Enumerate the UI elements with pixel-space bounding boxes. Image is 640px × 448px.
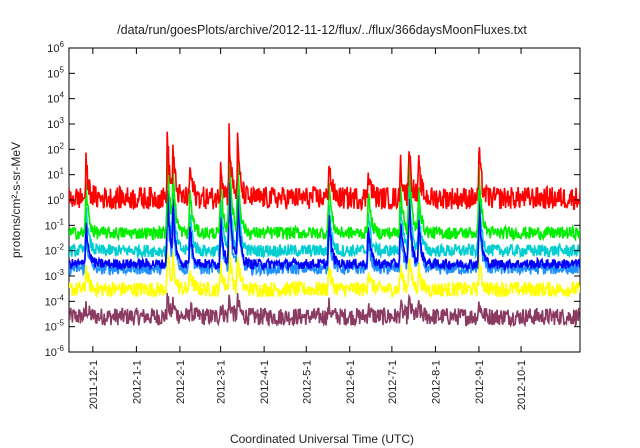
y-axis-label: protons/cm²-s-sr-MeV	[9, 142, 23, 258]
y-tick-label: 101	[47, 167, 64, 182]
series-line-3	[69, 160, 580, 260]
series-line-1	[69, 244, 580, 299]
y-tick-label: 10-1	[45, 217, 65, 232]
y-tick-label: 100	[47, 192, 64, 207]
x-axis: 2011-12-1 2012-1-1 2012-2-1 2012-3-1 2012-4-…	[88, 48, 528, 410]
series-group	[69, 123, 580, 328]
x-tick-label: 2012-10-1	[516, 360, 528, 410]
x-tick-label: 2012-3-1	[216, 360, 228, 404]
x-tick-label: 2012-1-1	[131, 360, 143, 404]
y-tick-label: 10-3	[45, 268, 65, 283]
x-tick-label: 2012-5-1	[301, 360, 313, 404]
x-tick-label: 2012-4-1	[259, 360, 271, 404]
series-line-6	[69, 123, 580, 212]
series-line-5	[69, 142, 580, 242]
x-tick-label: 2011-12-1	[88, 360, 100, 409]
y-tick-label: 104	[47, 91, 64, 106]
plot-area	[68, 47, 581, 353]
y-tick-label: 10-6	[45, 344, 65, 359]
series-line-4	[69, 182, 580, 272]
series-line-0	[69, 292, 580, 328]
x-tick-label: 2012-8-1	[430, 360, 442, 404]
y-tick-label: 106	[47, 40, 64, 55]
x-tick-label: 2012-7-1	[387, 360, 399, 404]
y-tick-label: 103	[47, 116, 64, 131]
x-tick-label: 2012-6-1	[345, 360, 357, 404]
y-tick-label: 102	[47, 141, 64, 156]
chart-title: /data/run/goesPlots/archive/2012-11-12/f…	[117, 23, 527, 37]
x-tick-label: 2012-2-1	[175, 360, 187, 404]
y-tick-label: 10-2	[45, 243, 65, 258]
y-tick-label: 10-4	[45, 293, 65, 308]
y-tick-label: 105	[47, 65, 64, 80]
y-axis: 10-6 10-5 10-4 10-3 10-2 10-1 100 101 102 103 104 1…	[45, 40, 580, 359]
x-axis-label: Coordinated Universal Time (UTC)	[230, 432, 414, 446]
y-tick-label: 10-5	[45, 319, 65, 334]
x-tick-label: 2012-9-1	[474, 360, 486, 404]
